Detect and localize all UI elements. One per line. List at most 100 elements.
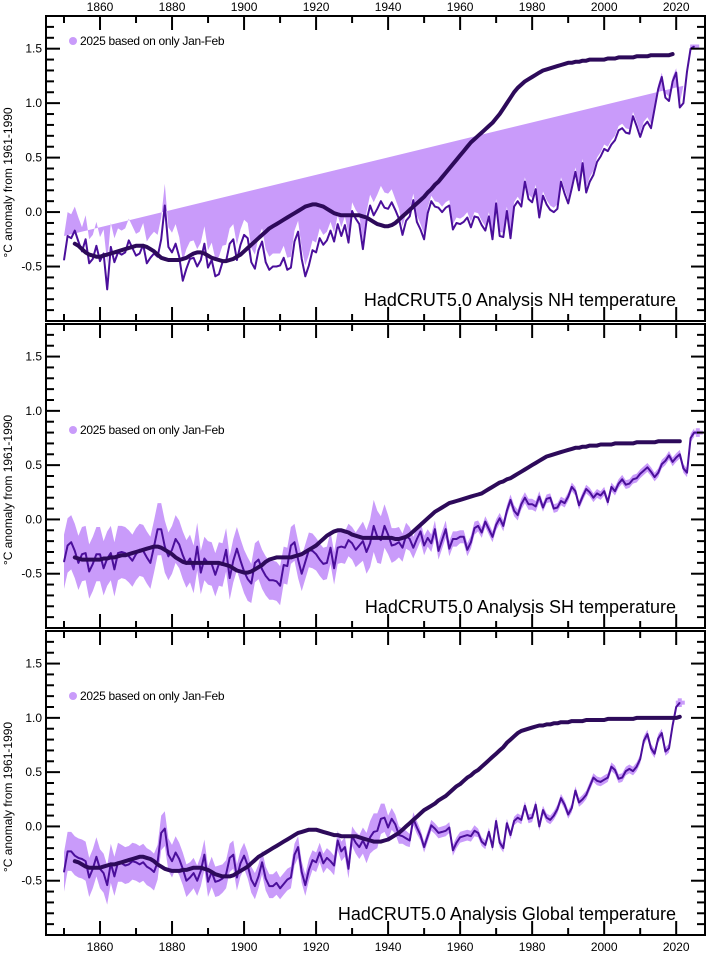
annual-point	[524, 181, 526, 183]
annual-point	[455, 538, 458, 540]
y-tick-label: 0.0	[25, 205, 42, 219]
annual-point	[229, 857, 231, 859]
annual-point	[139, 252, 141, 255]
annual-point	[657, 737, 659, 740]
annual-point	[610, 766, 613, 768]
annual-point	[175, 851, 177, 854]
annual-point	[679, 106, 681, 109]
annual-point	[373, 831, 375, 833]
annual-point	[484, 230, 486, 232]
x-tick-label: 1940	[375, 940, 402, 954]
annual-point	[556, 208, 559, 210]
annual-point	[261, 861, 263, 863]
panel-sh: -0.5 0.0 0.5 1.0 1.5 °C anomaly from 1961-199…	[1, 323, 706, 629]
annual-point	[675, 72, 677, 74]
annual-point	[646, 466, 649, 468]
annual-point	[279, 264, 281, 266]
annual-point	[337, 839, 339, 842]
x-tick-label: 1880	[159, 0, 186, 14]
annual-point	[214, 574, 216, 576]
annual-point	[502, 525, 504, 527]
annual-point	[110, 246, 112, 248]
annual-point	[578, 504, 580, 506]
annual-point	[351, 542, 353, 544]
annual-point	[477, 832, 479, 834]
annual-point	[473, 215, 476, 217]
annual-point	[391, 544, 393, 547]
legend-label: 2025 based on only Jan-Feb	[80, 34, 225, 48]
annual-point	[423, 238, 425, 240]
annual-point	[85, 860, 87, 862]
annual-point	[556, 808, 559, 810]
annual-point	[70, 541, 72, 543]
annual-point	[603, 490, 605, 492]
annual-point	[668, 454, 670, 456]
annual-point	[646, 733, 649, 735]
annual-point	[124, 251, 126, 253]
annual-point	[178, 543, 180, 546]
annual-point	[106, 288, 108, 290]
annual-point	[365, 220, 368, 222]
smoothed-trend-line	[72, 439, 682, 575]
annual-point	[668, 747, 670, 749]
annual-point	[124, 864, 126, 867]
annual-point	[63, 259, 65, 261]
annual-point	[690, 48, 692, 50]
annual-point	[193, 257, 195, 259]
annual-point	[448, 548, 450, 550]
panel-nh: -0.5 0.0 0.5 1.0 1.5 1860 1880 1900 1920 1940 1960…	[1, 0, 706, 322]
annual-point	[88, 570, 90, 573]
annual-point	[463, 536, 465, 538]
annual-point	[546, 498, 548, 500]
annual-point	[373, 214, 375, 216]
annual-point	[239, 560, 242, 562]
annual-point	[549, 819, 551, 821]
annual-point	[571, 486, 573, 488]
annual-point	[74, 550, 76, 552]
annual-point	[574, 490, 577, 492]
annual-point	[250, 261, 252, 263]
annual-point	[502, 847, 504, 849]
annual-point	[304, 561, 306, 563]
annual-point	[574, 790, 577, 792]
annual-point	[286, 879, 288, 881]
annual-series-line	[63, 702, 681, 890]
annual-point	[488, 215, 490, 217]
annual-point	[164, 546, 166, 548]
annual-point	[121, 254, 123, 256]
annual-point	[470, 835, 472, 837]
x-tick-label: 1940	[375, 0, 402, 14]
y-tick-label: -0.5	[21, 567, 42, 581]
annual-point	[153, 871, 155, 873]
annual-point	[193, 568, 195, 571]
annual-point	[607, 501, 609, 503]
annual-point	[232, 854, 234, 856]
annual-point	[319, 237, 321, 239]
annual-point	[682, 467, 685, 469]
annual-point	[560, 797, 562, 799]
annual-point	[121, 551, 123, 553]
annual-point	[463, 835, 465, 837]
annual-point	[506, 510, 508, 512]
annual-point	[686, 71, 688, 73]
annual-point	[470, 541, 472, 543]
legend-marker-icon	[69, 692, 77, 700]
annual-point	[128, 863, 130, 866]
panel-title: HadCRUT5.0 Analysis NH temperature	[364, 290, 676, 310]
annual-point	[527, 818, 530, 820]
annual-point	[542, 506, 544, 509]
annual-point	[326, 239, 328, 241]
annual-point	[466, 549, 468, 551]
annual-point	[265, 575, 267, 577]
annual-point	[614, 139, 616, 141]
annual-point	[657, 88, 659, 90]
annual-point	[329, 230, 332, 232]
annual-point	[236, 259, 238, 261]
y-tick-label: -0.5	[21, 874, 42, 888]
annual-point	[236, 548, 238, 550]
annual-point	[247, 578, 249, 580]
annual-point	[582, 496, 584, 498]
annual-point	[610, 143, 613, 146]
annual-point	[639, 473, 641, 475]
annual-point	[340, 235, 342, 237]
